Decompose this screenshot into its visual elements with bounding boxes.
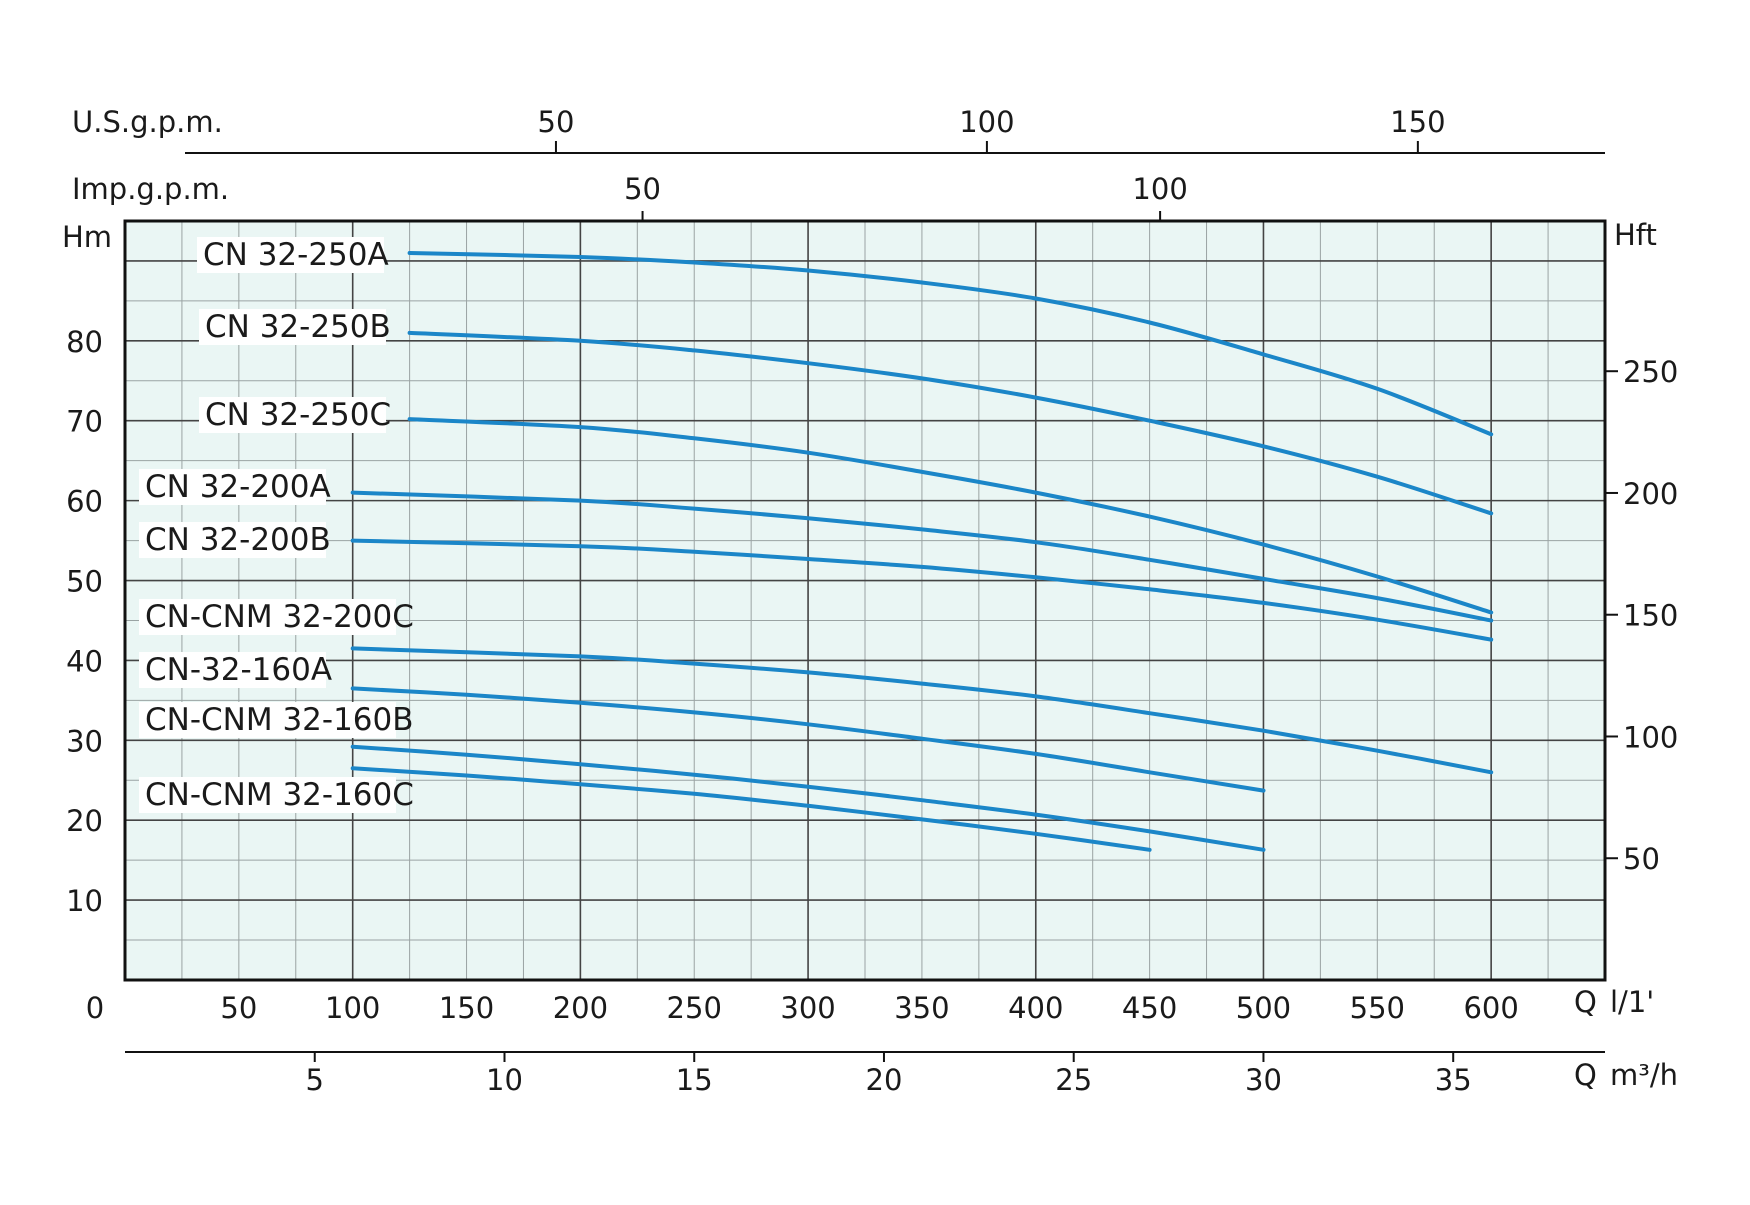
curve-label-bg bbox=[139, 599, 396, 635]
x-tick-label: 100 bbox=[325, 991, 380, 1025]
y-tick-label: 80 bbox=[66, 325, 103, 359]
x-tick-label: 250 bbox=[667, 991, 722, 1025]
y-right-tick-label: 200 bbox=[1623, 477, 1678, 511]
m3h-tick-label: 30 bbox=[1245, 1063, 1282, 1097]
m3h-axis-q-label: Q bbox=[1574, 1058, 1597, 1092]
curve-label-8: CN-CNM 32-160B bbox=[145, 702, 414, 738]
m3h-tick-label: 20 bbox=[866, 1063, 903, 1097]
curve-series-2 bbox=[407, 330, 1494, 516]
minor-grid bbox=[125, 221, 1605, 980]
curve-series-7 bbox=[350, 686, 1266, 793]
curve-label-bg bbox=[139, 652, 326, 688]
y-tick-label: 30 bbox=[66, 724, 103, 758]
x-tick-label: 200 bbox=[553, 991, 608, 1025]
curve-label-bg bbox=[139, 522, 326, 558]
x-tick-label: 400 bbox=[1008, 991, 1063, 1025]
impgpm-tick-label: 50 bbox=[624, 172, 661, 206]
y-tick-label: 60 bbox=[66, 485, 103, 519]
x-axis-q-label: Q bbox=[1574, 985, 1597, 1019]
curve-label-9: CN-CNM 32-160C bbox=[145, 777, 414, 813]
x-tick-label: 600 bbox=[1463, 991, 1518, 1025]
curve-label-1: CN 32-250A bbox=[203, 237, 389, 273]
curve-layer bbox=[350, 251, 1494, 852]
curve-label-bg bbox=[139, 777, 396, 813]
curve-label-4: CN 32-200A bbox=[145, 469, 331, 505]
curve-label-bg bbox=[199, 397, 386, 433]
curve-series-8 bbox=[350, 744, 1266, 852]
y-tick-label: 50 bbox=[66, 565, 103, 599]
m3h-tick-label: 35 bbox=[1435, 1063, 1472, 1097]
axis-layer: Hm Hft U.S.g.p.m. Imp.g.p.m. 0 Q l/1' Q … bbox=[62, 105, 1678, 1097]
curve-label-5: CN 32-200B bbox=[145, 522, 331, 558]
y-tick-label: 10 bbox=[66, 884, 103, 918]
y-tick-label: 70 bbox=[66, 405, 103, 439]
m3h-tick-label: 25 bbox=[1055, 1063, 1092, 1097]
usgpm-tick-label: 50 bbox=[538, 105, 575, 139]
curve-series-1 bbox=[407, 251, 1494, 437]
x-axis-unit-label: l/1' bbox=[1610, 985, 1654, 1019]
plot-frame bbox=[123, 219, 1607, 982]
y-axis-title: Hm bbox=[62, 220, 112, 254]
curve-label-bg bbox=[139, 469, 326, 505]
x-tick-label: 550 bbox=[1350, 991, 1405, 1025]
curve-label-2: CN 32-250B bbox=[205, 309, 391, 345]
y-right-tick-label: 150 bbox=[1623, 599, 1678, 633]
y-right-tick-label: 250 bbox=[1623, 355, 1678, 389]
m3h-tick-label: 5 bbox=[306, 1063, 324, 1097]
curve-series-5 bbox=[350, 538, 1494, 642]
x-tick-label: 50 bbox=[220, 991, 257, 1025]
curve-series-4 bbox=[350, 490, 1494, 623]
curve-label-bg bbox=[139, 702, 396, 738]
usgpm-axis-title: U.S.g.p.m. bbox=[72, 105, 223, 139]
curve-label-6: CN-CNM 32-200C bbox=[145, 599, 414, 635]
m3h-tick-label: 15 bbox=[676, 1063, 713, 1097]
m3h-axis-unit-label: m³/h bbox=[1610, 1058, 1678, 1092]
curve-label-bg bbox=[199, 309, 386, 345]
y-right-axis-title: Hft bbox=[1614, 218, 1657, 252]
x-tick-label: 350 bbox=[894, 991, 949, 1025]
label-layer: CN 32-250A CN 32-250B CN 32-250C CN 32-200A… bbox=[139, 237, 414, 813]
x-tick-label: 450 bbox=[1122, 991, 1177, 1025]
curve-series-9 bbox=[350, 766, 1152, 852]
x-axis-zero-label: 0 bbox=[86, 991, 104, 1025]
usgpm-tick-label: 150 bbox=[1390, 105, 1445, 139]
y-right-tick-label: 50 bbox=[1623, 842, 1660, 876]
impgpm-tick-label: 100 bbox=[1132, 172, 1187, 206]
y-tick-label: 20 bbox=[66, 804, 103, 838]
curve-label-bg bbox=[197, 237, 384, 273]
x-tick-label: 150 bbox=[439, 991, 494, 1025]
m3h-tick-label: 10 bbox=[486, 1063, 523, 1097]
curve-label-7: CN-32-160A bbox=[145, 652, 332, 688]
curve-series-3 bbox=[407, 417, 1494, 615]
curve-series-6 bbox=[350, 646, 1494, 775]
y-right-tick-label: 100 bbox=[1623, 720, 1678, 754]
impgpm-axis-title: Imp.g.p.m. bbox=[72, 172, 229, 206]
x-tick-label: 500 bbox=[1236, 991, 1291, 1025]
y-tick-label: 40 bbox=[66, 644, 103, 678]
x-tick-label: 300 bbox=[780, 991, 835, 1025]
usgpm-tick-label: 100 bbox=[959, 105, 1014, 139]
curve-label-3: CN 32-250C bbox=[205, 397, 391, 433]
